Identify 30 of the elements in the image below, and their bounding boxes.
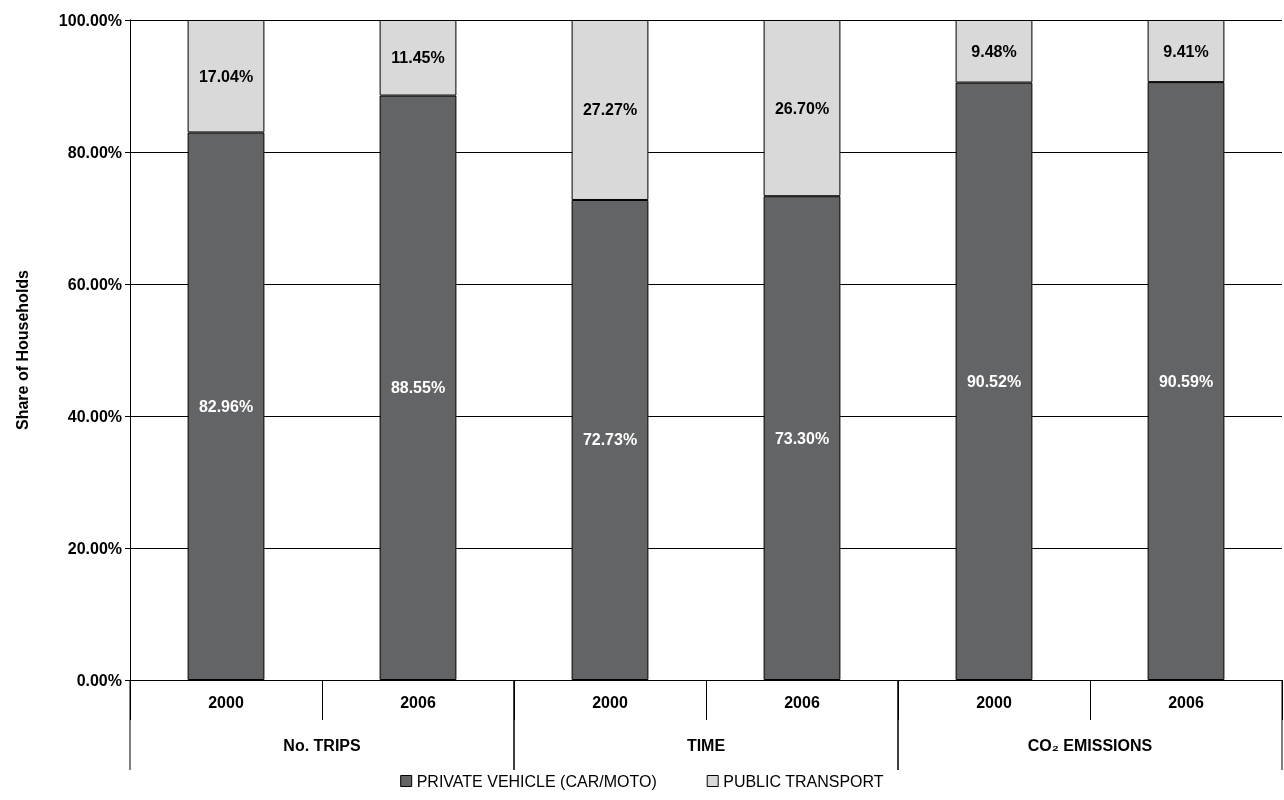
x-tick-label: 2006: [784, 693, 820, 711]
y-tick-label: 100.00%: [58, 11, 122, 29]
y-tick-label: 60.00%: [67, 275, 122, 293]
data-label: 9.41%: [1163, 42, 1209, 60]
data-label: 90.52%: [966, 372, 1022, 390]
y-tick-label: 80.00%: [67, 143, 122, 161]
y-axis-title: Share of Households: [13, 269, 31, 431]
data-label: 90.59%: [1158, 372, 1214, 390]
x-tick-label: 2006: [400, 693, 436, 711]
x-tick-label: 2000: [208, 693, 244, 711]
y-tick-label: 0.00%: [76, 671, 122, 689]
data-label: 27.27%: [582, 101, 638, 119]
data-label: 88.55%: [390, 379, 446, 397]
data-label: 11.45%: [391, 49, 445, 67]
y-tick-label: 40.00%: [67, 407, 122, 425]
text: No. TRIPS: [283, 736, 361, 754]
data-label: 9.48%: [971, 42, 1017, 60]
legend-label: PUBLIC TRANSPORT: [723, 772, 884, 790]
text: TIME: [686, 736, 726, 754]
data-label: 82.96%: [198, 397, 254, 415]
x-tick-label: 2000: [592, 693, 628, 711]
y-tick-label: 20.00%: [67, 539, 122, 557]
data-label: 73.30%: [774, 429, 830, 447]
data-label: 17.04%: [198, 67, 254, 85]
x-tick-label: 2006: [1168, 693, 1204, 711]
text: CO₂ EMISSIONS: [1027, 736, 1153, 754]
data-label: 72.73%: [582, 431, 638, 449]
x-tick-label: 2000: [976, 693, 1012, 711]
legend-label: PRIVATE VEHICLE (CAR/MOTO): [416, 772, 657, 790]
data-label: 26.70%: [774, 99, 830, 117]
